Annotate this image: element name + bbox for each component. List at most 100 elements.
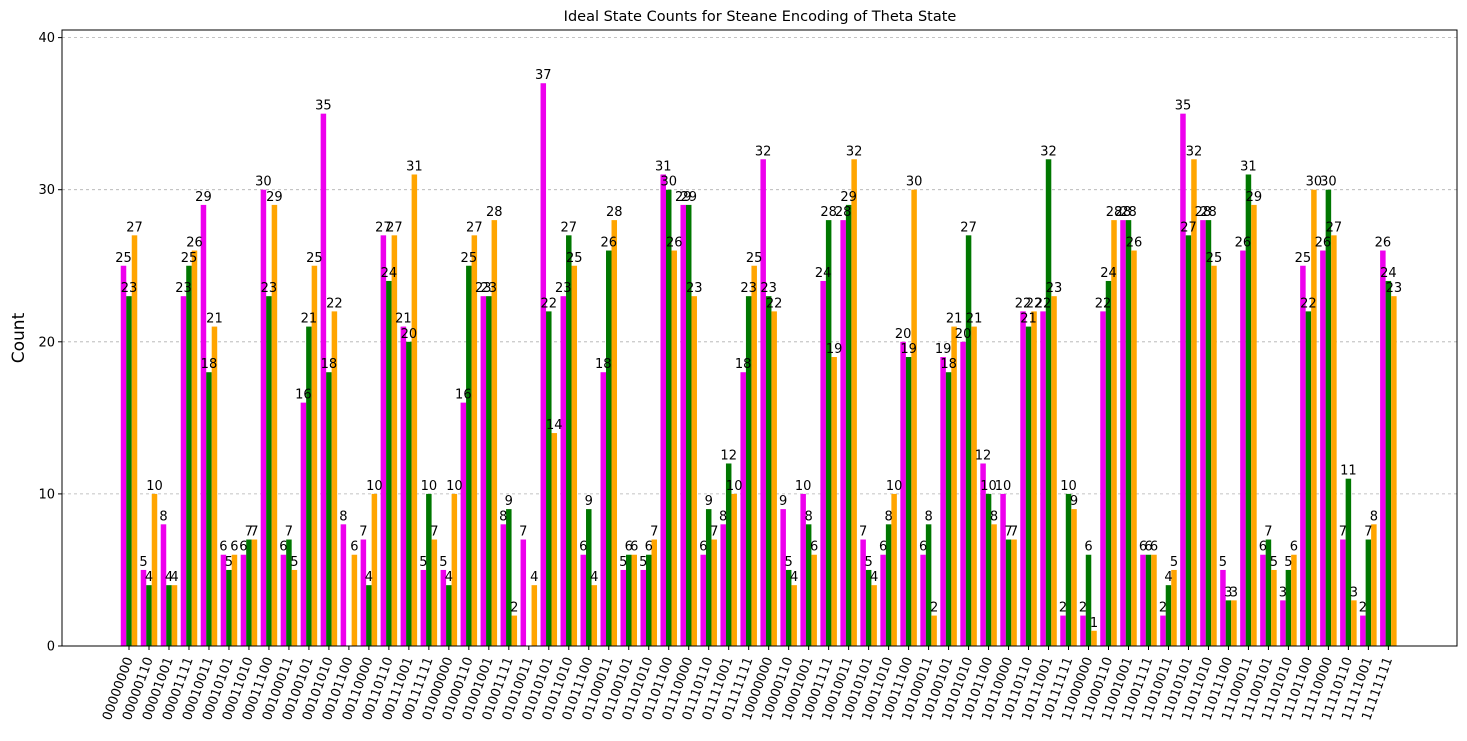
bar bbox=[200, 204, 207, 646]
bar bbox=[671, 250, 677, 647]
bar bbox=[1060, 615, 1066, 646]
bar-value-label: 10 bbox=[366, 479, 383, 494]
bar-value-label: 29 bbox=[1246, 190, 1263, 205]
bar-value-label: 18 bbox=[595, 357, 612, 372]
bar-value-label: 19 bbox=[900, 342, 917, 357]
bar-value-label: 10 bbox=[146, 479, 163, 494]
bar-value-label: 14 bbox=[546, 418, 563, 433]
bar-value-label: 27 bbox=[386, 220, 403, 235]
bar bbox=[685, 204, 692, 646]
bar-value-label: 6 bbox=[699, 540, 707, 555]
bar bbox=[566, 235, 572, 646]
bar-value-label: 9 bbox=[505, 494, 513, 509]
bar bbox=[371, 493, 378, 646]
bar-value-label: 6 bbox=[1139, 540, 1147, 555]
bar-value-label: 7 bbox=[1264, 525, 1272, 540]
bar bbox=[511, 615, 518, 646]
bar bbox=[506, 509, 512, 646]
bar-value-label: 10 bbox=[446, 479, 463, 494]
bar-value-label: 4 bbox=[365, 570, 373, 585]
bar-value-label: 6 bbox=[630, 540, 638, 555]
bar bbox=[531, 585, 538, 646]
bar bbox=[166, 585, 172, 646]
bar bbox=[851, 159, 857, 646]
bar-value-label: 6 bbox=[239, 540, 247, 555]
bar bbox=[1100, 311, 1106, 646]
bar-value-label: 25 bbox=[1206, 251, 1223, 266]
bar bbox=[260, 189, 267, 646]
bar-value-label: 26 bbox=[666, 236, 683, 251]
bar bbox=[306, 326, 312, 646]
bar bbox=[451, 493, 458, 646]
bar-value-label: 6 bbox=[645, 540, 653, 555]
bar bbox=[620, 569, 626, 646]
bar bbox=[780, 509, 786, 646]
bar-value-label: 29 bbox=[680, 190, 697, 205]
bar bbox=[571, 265, 578, 646]
bar bbox=[611, 220, 618, 646]
bar-value-label: 21 bbox=[966, 312, 983, 327]
bar bbox=[446, 585, 452, 646]
bar-value-label: 27 bbox=[375, 220, 392, 235]
bar-value-label: 3 bbox=[1230, 585, 1238, 600]
bar bbox=[1385, 280, 1392, 646]
bar-value-label: 2 bbox=[1159, 601, 1167, 616]
bar-value-label: 7 bbox=[1010, 525, 1018, 540]
bar-value-label: 28 bbox=[1120, 205, 1137, 220]
bar bbox=[131, 235, 138, 646]
bar-value-label: 6 bbox=[279, 540, 287, 555]
bar-value-label: 4 bbox=[445, 570, 453, 585]
bar-value-label: 2 bbox=[1359, 601, 1367, 616]
bar-value-label: 24 bbox=[815, 266, 832, 281]
bar bbox=[406, 341, 412, 646]
bar bbox=[380, 235, 387, 646]
bar-value-label: 23 bbox=[175, 281, 192, 296]
bar bbox=[1125, 220, 1132, 646]
bar bbox=[1220, 569, 1226, 646]
plot-frame bbox=[61, 29, 1458, 647]
bar bbox=[1240, 250, 1246, 647]
bar-value-label: 23 bbox=[740, 281, 757, 296]
bar-value-label: 7 bbox=[430, 525, 438, 540]
x-axis-ticks: 0000000000000110000010010000111100010011… bbox=[100, 646, 1396, 723]
bar bbox=[1305, 311, 1312, 646]
bar bbox=[1171, 569, 1177, 646]
bar-value-label: 6 bbox=[1150, 540, 1158, 555]
bar bbox=[940, 357, 946, 646]
bar-value-label: 19 bbox=[935, 342, 952, 357]
bar bbox=[211, 326, 218, 646]
bar-value-label: 28 bbox=[835, 205, 852, 220]
bar bbox=[560, 296, 567, 646]
bar-value-label: 30 bbox=[906, 175, 923, 190]
bar-value-label: 28 bbox=[820, 205, 837, 220]
bar-value-label: 26 bbox=[1235, 236, 1252, 251]
bar-value-label: 27 bbox=[561, 220, 578, 235]
bar bbox=[1325, 189, 1332, 646]
bar-value-label: 4 bbox=[590, 570, 598, 585]
bar-value-label: 31 bbox=[406, 159, 423, 174]
bar-value-label: 25 bbox=[1295, 251, 1312, 266]
bar bbox=[231, 554, 238, 646]
bar-value-label: 7 bbox=[1364, 525, 1372, 540]
y-tick-label: 10 bbox=[38, 487, 55, 502]
bar-value-label: 5 bbox=[785, 555, 793, 570]
bar-value-label: 7 bbox=[1004, 525, 1012, 540]
bar-value-label: 3 bbox=[1350, 585, 1358, 600]
bar-value-label: 2 bbox=[510, 601, 518, 616]
bar bbox=[491, 220, 498, 646]
bar-value-label: 4 bbox=[170, 570, 178, 585]
bar bbox=[546, 311, 552, 646]
bar bbox=[1291, 554, 1297, 646]
bar bbox=[326, 372, 332, 646]
bar bbox=[1265, 539, 1272, 646]
bar bbox=[860, 539, 866, 646]
bar bbox=[1351, 600, 1357, 646]
bar bbox=[191, 250, 198, 647]
bar-value-label: 32 bbox=[846, 144, 863, 159]
bar-value-label: 32 bbox=[755, 144, 772, 159]
bar-value-label: 7 bbox=[650, 525, 658, 540]
bar-value-label: 20 bbox=[955, 327, 972, 342]
bar bbox=[1120, 220, 1126, 646]
bar-value-label: 5 bbox=[439, 555, 447, 570]
bar-value-label: 6 bbox=[230, 540, 238, 555]
